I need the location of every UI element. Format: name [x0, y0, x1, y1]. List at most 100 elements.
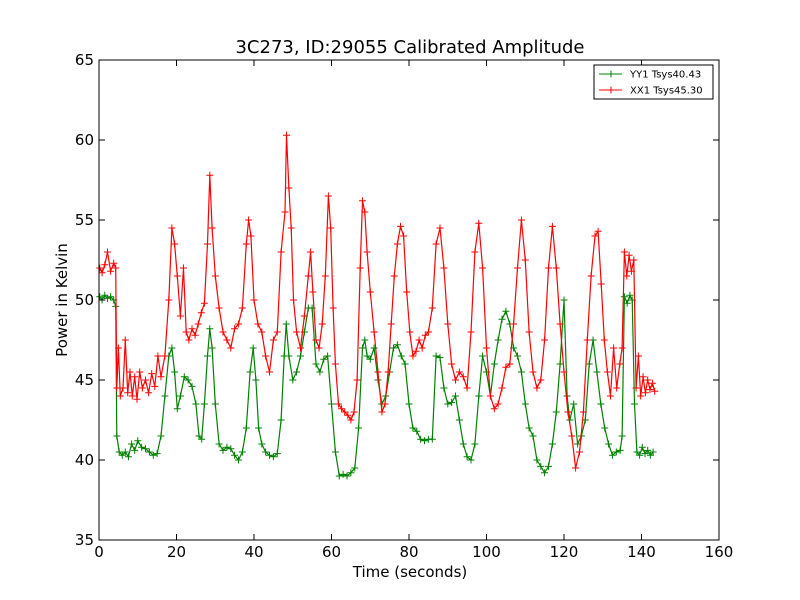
data-point	[215, 304, 223, 312]
data-point	[560, 296, 568, 304]
data-point	[176, 312, 184, 320]
data-point	[335, 400, 342, 408]
data-point	[124, 453, 132, 461]
data-point	[188, 325, 196, 333]
data-point	[448, 360, 456, 368]
data-point	[281, 208, 289, 216]
y-tick-label: 35	[75, 531, 94, 549]
data-point	[455, 416, 463, 424]
data-point	[269, 336, 277, 344]
data-point	[113, 432, 121, 440]
data-point	[378, 408, 386, 416]
data-point	[351, 464, 359, 472]
data-point	[182, 328, 190, 336]
data-point	[353, 376, 361, 384]
data-point	[242, 424, 250, 432]
data-point	[636, 451, 644, 459]
legend-box	[593, 64, 714, 100]
data-point	[613, 384, 621, 392]
data-point	[331, 448, 339, 456]
data-point	[250, 296, 258, 304]
data-point	[641, 389, 649, 397]
data-point	[312, 360, 320, 368]
data-point	[341, 408, 349, 416]
data-point	[320, 355, 328, 363]
data-point	[483, 344, 490, 352]
data-point	[585, 360, 593, 368]
data-point	[343, 472, 351, 480]
data-point	[417, 435, 425, 443]
data-point	[579, 408, 587, 416]
data-point	[266, 368, 273, 376]
data-point	[101, 261, 109, 269]
y-tick-label: 40	[75, 451, 94, 469]
data-point	[197, 309, 205, 317]
data-point	[525, 328, 533, 336]
data-point	[444, 320, 452, 328]
data-point	[161, 352, 169, 360]
data-point	[568, 432, 576, 440]
data-point	[282, 320, 290, 328]
data-point	[541, 336, 549, 344]
data-point	[157, 432, 165, 440]
data-point	[552, 408, 560, 416]
data-point	[587, 272, 595, 280]
data-point	[223, 443, 231, 451]
data-point	[479, 264, 487, 272]
data-point	[432, 352, 440, 360]
data-point	[316, 368, 324, 376]
data-point	[148, 370, 156, 378]
data-point	[110, 259, 118, 267]
data-point	[361, 208, 369, 216]
data-point	[401, 360, 409, 368]
data-point	[455, 368, 463, 376]
data-point	[339, 470, 347, 478]
data-point	[258, 328, 266, 336]
data-point	[545, 462, 552, 470]
data-point	[293, 368, 301, 376]
x-tick-label: 160	[705, 543, 734, 561]
data-point	[467, 456, 475, 464]
data-point	[318, 320, 326, 328]
data-point	[618, 432, 626, 440]
data-point	[157, 373, 165, 381]
data-point	[247, 232, 255, 240]
data-point	[361, 336, 369, 344]
data-point	[128, 440, 136, 448]
data-point	[255, 424, 263, 432]
data-point	[601, 424, 609, 432]
data-point	[649, 448, 657, 456]
data-point	[521, 256, 529, 264]
data-point	[490, 360, 498, 368]
data-point	[285, 184, 293, 192]
data-point	[258, 440, 266, 448]
data-point	[112, 264, 120, 272]
data-point	[525, 424, 533, 432]
data-point	[618, 344, 626, 352]
data-point	[227, 445, 235, 453]
data-point	[626, 291, 634, 299]
data-point	[151, 382, 159, 390]
data-point	[307, 248, 315, 256]
data-point	[541, 469, 549, 477]
chart-title: 3C273, ID:29055 Calibrated Amplitude	[235, 37, 584, 58]
data-point	[644, 376, 652, 384]
data-point	[293, 328, 301, 336]
data-point	[608, 451, 616, 459]
data-point	[409, 352, 417, 360]
data-point	[593, 368, 601, 376]
data-point	[131, 446, 139, 454]
data-point	[494, 400, 502, 408]
data-point	[283, 131, 290, 139]
data-point	[273, 450, 281, 458]
data-point	[610, 344, 618, 352]
data-point	[254, 320, 262, 328]
data-point	[638, 443, 646, 451]
data-point	[634, 352, 642, 360]
data-point	[452, 376, 459, 384]
x-tick-label: 140	[627, 543, 656, 561]
data-point	[502, 307, 510, 315]
data-point	[616, 446, 624, 454]
x-tick-label: 20	[167, 543, 186, 561]
